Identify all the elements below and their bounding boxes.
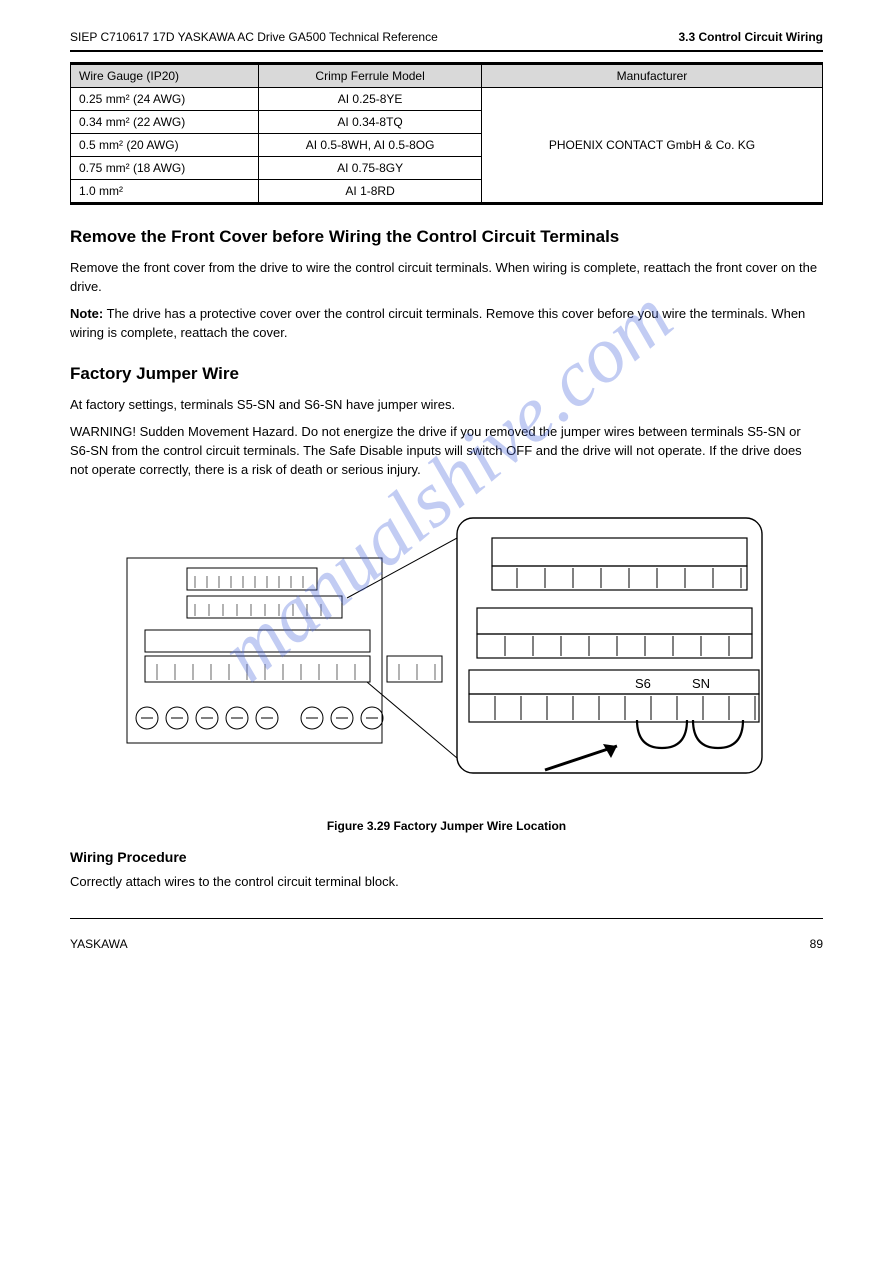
para-remove-cover: Remove the front cover from the drive to…: [70, 259, 823, 297]
cell: 1.0 mm²: [71, 180, 259, 203]
note-text: The drive has a protective cover over th…: [70, 306, 805, 340]
col-ferrule-model: Crimp Ferrule Model: [259, 65, 482, 88]
table-row: 0.25 mm² (24 AWG) AI 0.25-8YE PHOENIX CO…: [71, 88, 823, 111]
figure-3-29: S6 SN Figure 3.29 Factory Jumper Wire Lo…: [70, 498, 823, 833]
footer-rule: [70, 918, 823, 919]
header-left: SIEP C710617 17D YASKAWA AC Drive GA500 …: [70, 30, 438, 44]
para-jumper-intro: At factory settings, terminals S5-SN and…: [70, 396, 823, 415]
ferrule-table-wrap: Wire Gauge (IP20) Crimp Ferrule Model Ma…: [70, 62, 823, 205]
cell: 0.5 mm² (20 AWG): [71, 134, 259, 157]
para-wiring-procedure: Correctly attach wires to the control ci…: [70, 873, 823, 892]
heading-jumper: Factory Jumper Wire: [70, 364, 823, 384]
table-header-row: Wire Gauge (IP20) Crimp Ferrule Model Ma…: [71, 65, 823, 88]
label-sn: SN: [692, 676, 710, 691]
header-right: 3.3 Control Circuit Wiring: [678, 30, 823, 44]
footer-left: YASKAWA: [70, 937, 128, 951]
cell: AI 0.75-8GY: [259, 157, 482, 180]
col-manufacturer: Manufacturer: [481, 65, 822, 88]
cell: 0.75 mm² (18 AWG): [71, 157, 259, 180]
cell: 0.34 mm² (22 AWG): [71, 111, 259, 134]
figure-caption: Figure 3.29 Factory Jumper Wire Location: [70, 819, 823, 833]
ferrule-table: Wire Gauge (IP20) Crimp Ferrule Model Ma…: [70, 64, 823, 203]
cell: AI 0.34-8TQ: [259, 111, 482, 134]
page-footer: YASKAWA 89: [70, 937, 823, 951]
note-label: Note:: [70, 306, 103, 321]
cell: AI 0.5-8WH, AI 0.5-8OG: [259, 134, 482, 157]
col-wire-gauge: Wire Gauge (IP20): [71, 65, 259, 88]
heading-remove-cover: Remove the Front Cover before Wiring the…: [70, 227, 823, 247]
header-rule: [70, 50, 823, 52]
page-header: SIEP C710617 17D YASKAWA AC Drive GA500 …: [70, 30, 823, 44]
cell-manufacturer: PHOENIX CONTACT GmbH & Co. KG: [481, 88, 822, 203]
cell: 0.25 mm² (24 AWG): [71, 88, 259, 111]
heading-wiring-procedure: Wiring Procedure: [70, 849, 823, 865]
note-line: Note: The drive has a protective cover o…: [70, 305, 823, 343]
cell: AI 1-8RD: [259, 180, 482, 203]
footer-page-number: 89: [810, 937, 823, 951]
label-s6: S6: [635, 676, 651, 691]
cell: AI 0.25-8YE: [259, 88, 482, 111]
para-warning: WARNING! Sudden Movement Hazard. Do not …: [70, 423, 823, 480]
jumper-location-diagram: S6 SN: [117, 498, 777, 808]
